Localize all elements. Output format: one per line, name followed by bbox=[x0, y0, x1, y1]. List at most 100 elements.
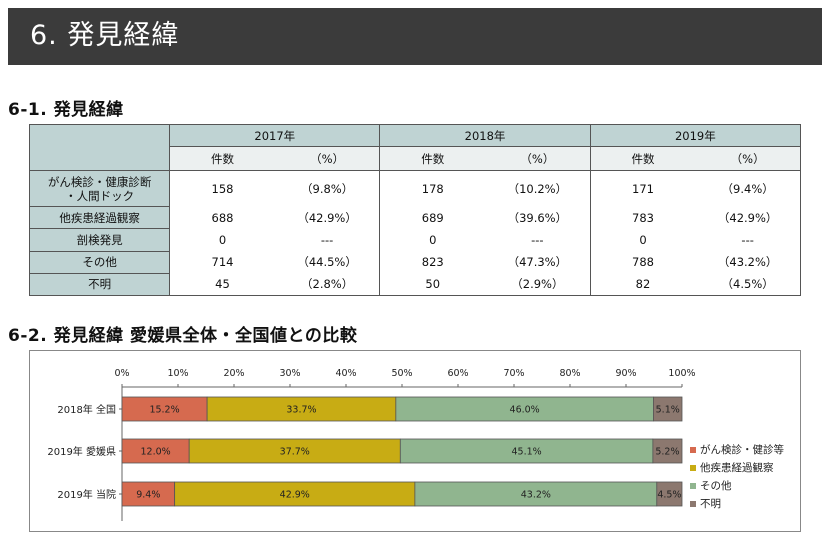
bar-value-label: 37.7% bbox=[280, 447, 310, 458]
bar-segment bbox=[174, 481, 416, 507]
section-title-discovery: 6-1. 発見経緯 bbox=[8, 100, 124, 120]
bar-value-label: 15.2% bbox=[149, 405, 179, 416]
table-row: 他疾患経過観察 688 （42.9%） 689 （39.6%） 783 （42.9%） bbox=[28, 206, 801, 230]
percent-cell: （2.9%） bbox=[485, 273, 591, 297]
percent-cell: --- bbox=[485, 228, 591, 252]
count-header: 件数 bbox=[169, 146, 275, 171]
percent-cell: （43.2%） bbox=[717, 255, 778, 270]
bar-value-label: 42.9% bbox=[280, 490, 310, 501]
stacked-bar-chart: 0% 10% 20% 30% 40% 50% 60% 70% 80% 90% 100% 2018年 全… bbox=[47, 368, 784, 521]
legend-label: 他疾患経過観察 bbox=[700, 461, 774, 474]
count-cell: 0 bbox=[218, 233, 227, 248]
count-cell: 783 bbox=[632, 210, 654, 225]
bar-segment bbox=[399, 438, 654, 464]
percent-cell: （39.6%） bbox=[485, 206, 591, 229]
legend-swatch bbox=[690, 501, 696, 507]
legend-swatch bbox=[690, 447, 696, 453]
bar-segment bbox=[653, 396, 683, 422]
page-title: 6. 発見経緯 bbox=[30, 20, 180, 51]
bar-value-label: 33.7% bbox=[286, 405, 316, 416]
count-cell: 82 bbox=[590, 273, 696, 297]
legend-label: 不明 bbox=[700, 498, 721, 510]
pct-header: （%） bbox=[274, 146, 381, 171]
bar-segment bbox=[121, 438, 190, 464]
section-title-comparison: 6-2. 発見経緯 愛媛県全体・全国値との比較 bbox=[8, 326, 358, 346]
table-row: 剖検発見 0 --- 0 --- 0 --- bbox=[28, 228, 801, 252]
legend-swatch bbox=[690, 465, 696, 471]
pct-header: （%） bbox=[695, 146, 802, 171]
year-header: 2017年 bbox=[169, 124, 381, 147]
row-label: 不明 bbox=[28, 272, 171, 297]
count-cell: 788 bbox=[632, 255, 654, 270]
bar-value-label: 9.4% bbox=[136, 490, 160, 501]
percent-cell: （42.9%） bbox=[717, 210, 778, 225]
legend-label: その他 bbox=[700, 479, 732, 492]
row-label: 他疾患経過観察 bbox=[28, 206, 171, 230]
pct-header: （%） bbox=[485, 146, 591, 171]
percent-cell: （9.4%） bbox=[721, 181, 774, 196]
count-cell: 158 bbox=[211, 181, 234, 196]
table-row: がん検診・健康診断 ・人間ドック 158 （9.8%） 178 （10.2%） 171 （9.… bbox=[28, 169, 801, 208]
percent-cell: --- bbox=[274, 228, 381, 252]
count-header: 件数 bbox=[589, 146, 696, 171]
x-tick-label: 0% bbox=[114, 368, 129, 379]
count-cell: 50 bbox=[379, 273, 486, 297]
count-cell: 0 bbox=[429, 233, 437, 248]
discovery-table: 2017年 2018年 2019年 件数 （%） 件数 （%） 件数 （%） が… bbox=[28, 124, 802, 297]
bar-segment bbox=[121, 481, 176, 507]
x-tick-label: 90% bbox=[615, 368, 636, 379]
percent-cell: （42.9%） bbox=[274, 206, 381, 229]
comparison-chart: 0% 10% 20% 30% 40% 50% 60% 70% 80% 90% 100% 2018年 全… bbox=[29, 350, 801, 532]
count-cell: 171 bbox=[632, 181, 654, 196]
x-tick-label: 60% bbox=[447, 368, 468, 379]
x-tick-label: 30% bbox=[279, 368, 300, 379]
year-header: 2018年 bbox=[379, 124, 591, 147]
count-cell: 823 bbox=[421, 255, 444, 270]
bar-segment bbox=[395, 396, 654, 422]
x-tick-label: 50% bbox=[391, 368, 412, 379]
percent-cell: （47.3%） bbox=[485, 251, 591, 274]
bar-segment bbox=[652, 438, 683, 464]
table-row: その他 714 （44.5%） 823 （47.3%） 788 （43.2%） bbox=[28, 250, 801, 274]
count-cell: 45 bbox=[169, 273, 275, 297]
percent-cell: --- bbox=[741, 233, 754, 248]
category-label: 2019年 当院 bbox=[57, 488, 116, 501]
table-corner bbox=[28, 124, 171, 171]
bar-value-label: 5.2% bbox=[655, 447, 679, 458]
percent-cell: （10.2%） bbox=[485, 170, 591, 207]
year-header: 2019年 bbox=[589, 124, 802, 147]
row-label: がん検診・健康診断 ・人間ドック bbox=[28, 169, 171, 208]
page-banner: 6. 発見経緯 bbox=[8, 8, 822, 65]
percent-cell: （2.8%） bbox=[274, 273, 381, 297]
bar-value-label: 46.0% bbox=[510, 405, 540, 416]
bar-value-label: 4.5% bbox=[657, 490, 681, 501]
legend-label: がん検診・健診等 bbox=[700, 443, 784, 456]
row-label: その他 bbox=[28, 250, 171, 274]
row-label: 剖検発見 bbox=[28, 228, 171, 252]
bar-segment bbox=[656, 481, 683, 507]
count-cell: 178 bbox=[421, 181, 444, 196]
x-tick-label: 20% bbox=[223, 368, 244, 379]
category-label: 2019年 愛媛県 bbox=[47, 445, 116, 458]
x-tick-label: 80% bbox=[559, 368, 580, 379]
percent-cell: （4.5%） bbox=[695, 273, 801, 297]
bar-value-label: 12.0% bbox=[141, 447, 171, 458]
percent-cell: （44.5%） bbox=[274, 251, 381, 274]
bar-value-label: 5.1% bbox=[656, 405, 680, 416]
x-tick-label: 40% bbox=[335, 368, 356, 379]
category-label: 2018年 全国 bbox=[57, 403, 116, 416]
bar-value-label: 43.2% bbox=[521, 490, 551, 501]
count-header: 件数 bbox=[379, 146, 486, 171]
count-cell: 714 bbox=[211, 255, 234, 270]
table-row: 不明 45 （2.8%） 50 （2.9%） 82 （4.5%） bbox=[28, 272, 801, 297]
x-tick-label: 70% bbox=[503, 368, 524, 379]
x-tick-label: 10% bbox=[167, 368, 188, 379]
percent-cell: （9.8%） bbox=[274, 170, 381, 207]
bar-value-label: 45.1% bbox=[512, 447, 542, 458]
bar-segment bbox=[414, 481, 658, 507]
bar-segment bbox=[188, 438, 401, 464]
count-cell: 0 bbox=[639, 233, 647, 248]
count-cell: 689 bbox=[421, 210, 444, 225]
count-cell: 688 bbox=[211, 210, 234, 225]
legend-swatch bbox=[690, 483, 696, 489]
